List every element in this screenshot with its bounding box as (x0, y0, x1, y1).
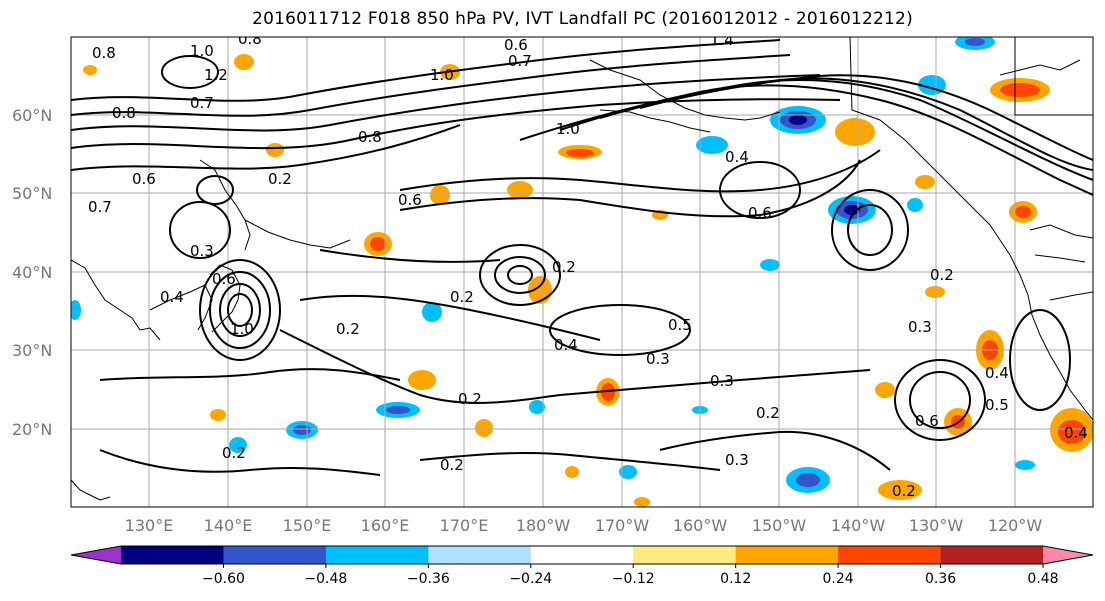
colorbar-tick-label: 0.48 (1027, 571, 1058, 587)
contour-label: 0.7 (508, 52, 532, 70)
lon-label: 160°W (673, 516, 728, 535)
colorbar-swatch (530, 546, 634, 564)
contour-label: 1.0 (430, 66, 454, 84)
contour-label: 0.8 (238, 30, 262, 48)
lon-label: 160°E (361, 516, 410, 535)
contour-label: 0.6 (504, 36, 528, 54)
colorbar: −0.60 −0.48 −0.36 −0.24 −0.12 0.12 0.24 0.36 0.4… (70, 545, 1094, 587)
contour-label: 1.2 (204, 66, 228, 84)
contour-label: 0.7 (190, 94, 214, 112)
colorbar-swatch (325, 546, 429, 564)
colorbar-swatch (633, 546, 737, 564)
contour-label: 1.0 (190, 42, 214, 60)
lat-label: 20°N (12, 420, 52, 439)
contour-label: 0.4 (160, 288, 184, 306)
contour-label: 0.2 (552, 258, 576, 276)
contour-label: 0.2 (268, 170, 292, 188)
contour-label: 0.8 (112, 104, 136, 122)
contour-label: 0.3 (725, 451, 749, 469)
contour-label: 0.4 (554, 336, 578, 354)
contour-label: 0.6 (398, 191, 422, 209)
lon-label: 170°W (595, 516, 650, 535)
contour-lines (71, 39, 1093, 476)
lon-label: 140°E (204, 516, 253, 535)
contour-label: 0.2 (336, 320, 360, 338)
coastlines (71, 37, 1093, 501)
colorbar-tick-label: −0.12 (612, 571, 655, 587)
map-frame (70, 36, 1094, 508)
map-title: 2016011712 F018 850 hPa PV, IVT Landfall… (252, 9, 913, 29)
lon-label: 150°E (283, 516, 332, 535)
colorbar-tick-label: −0.24 (509, 571, 552, 587)
colorbar-tick-label: 0.24 (823, 571, 854, 587)
contour-label: 0.6 (915, 412, 939, 430)
contour-label: 0.4 (725, 148, 749, 166)
contour-label: 0.2 (892, 482, 916, 500)
contour-label: 0.2 (440, 456, 464, 474)
colorbar-extend-high (1043, 546, 1093, 564)
lat-label: 40°N (12, 263, 52, 282)
lat-label: 60°N (12, 106, 52, 125)
contour-label: 0.8 (358, 128, 382, 146)
contour-label: 0.6 (748, 204, 772, 222)
lon-label: 150°W (752, 516, 807, 535)
contour-label: 0.5 (985, 396, 1009, 414)
contour-label: 0.2 (458, 390, 482, 408)
contour-labels: 0.8 1.0 0.8 0.6 0.7 1.4 1.2 0.7 1.0 0.8 … (88, 30, 1088, 500)
contour-label: 0.8 (92, 44, 116, 62)
lon-label: 140°W (831, 516, 886, 535)
contour-label: 0.3 (646, 350, 670, 368)
contour-label: 0.2 (450, 288, 474, 306)
contour-label: 0.6 (132, 170, 156, 188)
colorbar-tick-label: 0.36 (925, 571, 956, 587)
latitude-labels: 60°N 50°N 40°N 30°N 20°N (12, 106, 52, 439)
colorbar-swatch (838, 546, 942, 564)
contour-label: 1.0 (230, 320, 254, 338)
longitude-labels: 130°E 140°E 150°E 160°E 170°E 180°W 170°… (125, 516, 1043, 535)
lon-label: 130°E (125, 516, 174, 535)
lon-label: 170°E (440, 516, 489, 535)
contour-label: 0.2 (930, 266, 954, 284)
contour-label: 1.0 (556, 120, 580, 138)
contour-label: 0.2 (756, 404, 780, 422)
colorbar-outline (70, 545, 1094, 565)
contour-label: 0.5 (668, 316, 692, 334)
contour-label: 0.4 (985, 364, 1009, 382)
lat-label: 30°N (12, 341, 52, 360)
lat-label: 50°N (12, 184, 52, 203)
contour-label: 0.3 (908, 318, 932, 336)
colorbar-tick-label: −0.60 (202, 571, 245, 587)
contour-label: 0.4 (1064, 424, 1088, 442)
contour-label: 0.6 (212, 270, 236, 288)
lon-label: 180°W (516, 516, 571, 535)
colorbar-swatch (940, 546, 1044, 564)
lon-label: 120°W (988, 516, 1043, 535)
colorbar-extend-low (71, 546, 121, 564)
lon-label: 130°W (909, 516, 964, 535)
colorbar-swatch (428, 546, 532, 564)
contour-label: 0.2 (222, 444, 246, 462)
colorbar-swatch (121, 546, 224, 564)
contour-label: 0.3 (710, 372, 734, 390)
colorbar-tick-label: −0.48 (304, 571, 347, 587)
contour-label: 1.4 (710, 31, 734, 49)
colorbar-swatch (735, 546, 839, 564)
colorbar-tick-label: −0.36 (407, 571, 450, 587)
colorbar-tick-label: 0.12 (720, 571, 751, 587)
colorbar-swatch (223, 546, 327, 564)
contour-label: 0.7 (88, 198, 112, 216)
contour-label: 0.3 (190, 242, 214, 260)
